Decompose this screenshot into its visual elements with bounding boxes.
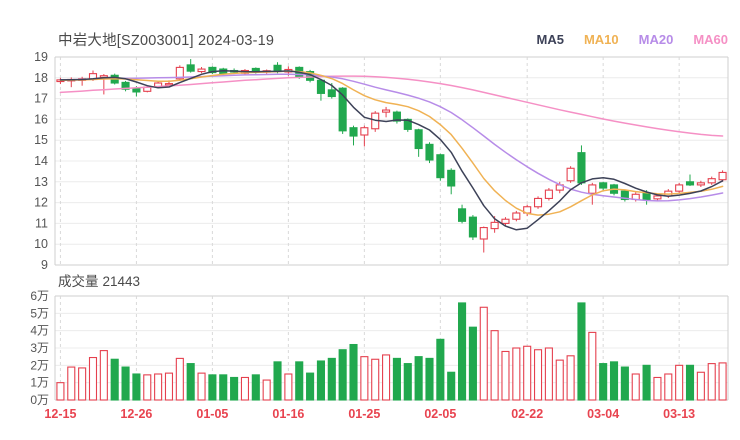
svg-text:01-05: 01-05 xyxy=(196,407,228,421)
svg-text:2万: 2万 xyxy=(30,358,49,372)
legend-ma20: MA20 xyxy=(638,32,674,47)
svg-text:11: 11 xyxy=(35,216,48,230)
volume-value: 21443 xyxy=(102,274,141,289)
svg-text:1万: 1万 xyxy=(30,376,49,390)
svg-text:16: 16 xyxy=(34,112,48,126)
svg-text:18: 18 xyxy=(34,71,48,85)
ma-legend: MA5 MA10 MA20 MA60 xyxy=(536,32,728,47)
svg-text:9: 9 xyxy=(41,258,48,272)
grid-lines xyxy=(54,56,729,401)
chart-date: 2024-03-19 xyxy=(198,33,275,49)
svg-text:14: 14 xyxy=(34,154,48,168)
ma10-line xyxy=(59,70,724,216)
svg-text:6万: 6万 xyxy=(30,289,49,303)
svg-text:5万: 5万 xyxy=(30,306,49,320)
svg-text:15: 15 xyxy=(34,133,48,147)
svg-text:4万: 4万 xyxy=(30,324,49,338)
volume-title: 成交量 21443 xyxy=(58,270,144,290)
svg-text:01-16: 01-16 xyxy=(272,407,304,421)
svg-text:02-22: 02-22 xyxy=(511,407,543,421)
axis-labels: 19 18 17 16 15 14 13 12 11 10 9 6万 5万 4万 3万 2万 1万 0万12-15… xyxy=(30,50,695,421)
svg-text:13: 13 xyxy=(34,175,48,189)
volume-bars xyxy=(56,302,727,401)
svg-text:03-13: 03-13 xyxy=(663,407,695,421)
svg-text:12: 12 xyxy=(34,196,48,210)
legend-ma10: MA10 xyxy=(583,32,619,47)
svg-text:01-25: 01-25 xyxy=(348,407,380,421)
legend-ma60: MA60 xyxy=(693,32,728,47)
ma5-line xyxy=(59,69,724,231)
stock-name-code: 中岩大地[SZ003001] xyxy=(58,33,194,49)
svg-text:12-15: 12-15 xyxy=(44,407,76,421)
ma-lines xyxy=(59,69,724,231)
svg-text:03-04: 03-04 xyxy=(587,407,619,421)
svg-text:19: 19 xyxy=(34,50,48,64)
svg-text:17: 17 xyxy=(34,92,48,106)
svg-text:10: 10 xyxy=(34,237,48,251)
legend-ma5: MA5 xyxy=(536,32,564,47)
svg-text:02-05: 02-05 xyxy=(424,407,456,421)
svg-text:3万: 3万 xyxy=(30,341,49,355)
volume-label: 成交量 xyxy=(58,274,99,289)
ma20-line xyxy=(59,73,724,202)
svg-text:0万: 0万 xyxy=(30,393,49,407)
chart-title: 中岩大地[SZ003001] 2024-03-19 xyxy=(58,29,274,50)
svg-text:12-26: 12-26 xyxy=(120,407,152,421)
